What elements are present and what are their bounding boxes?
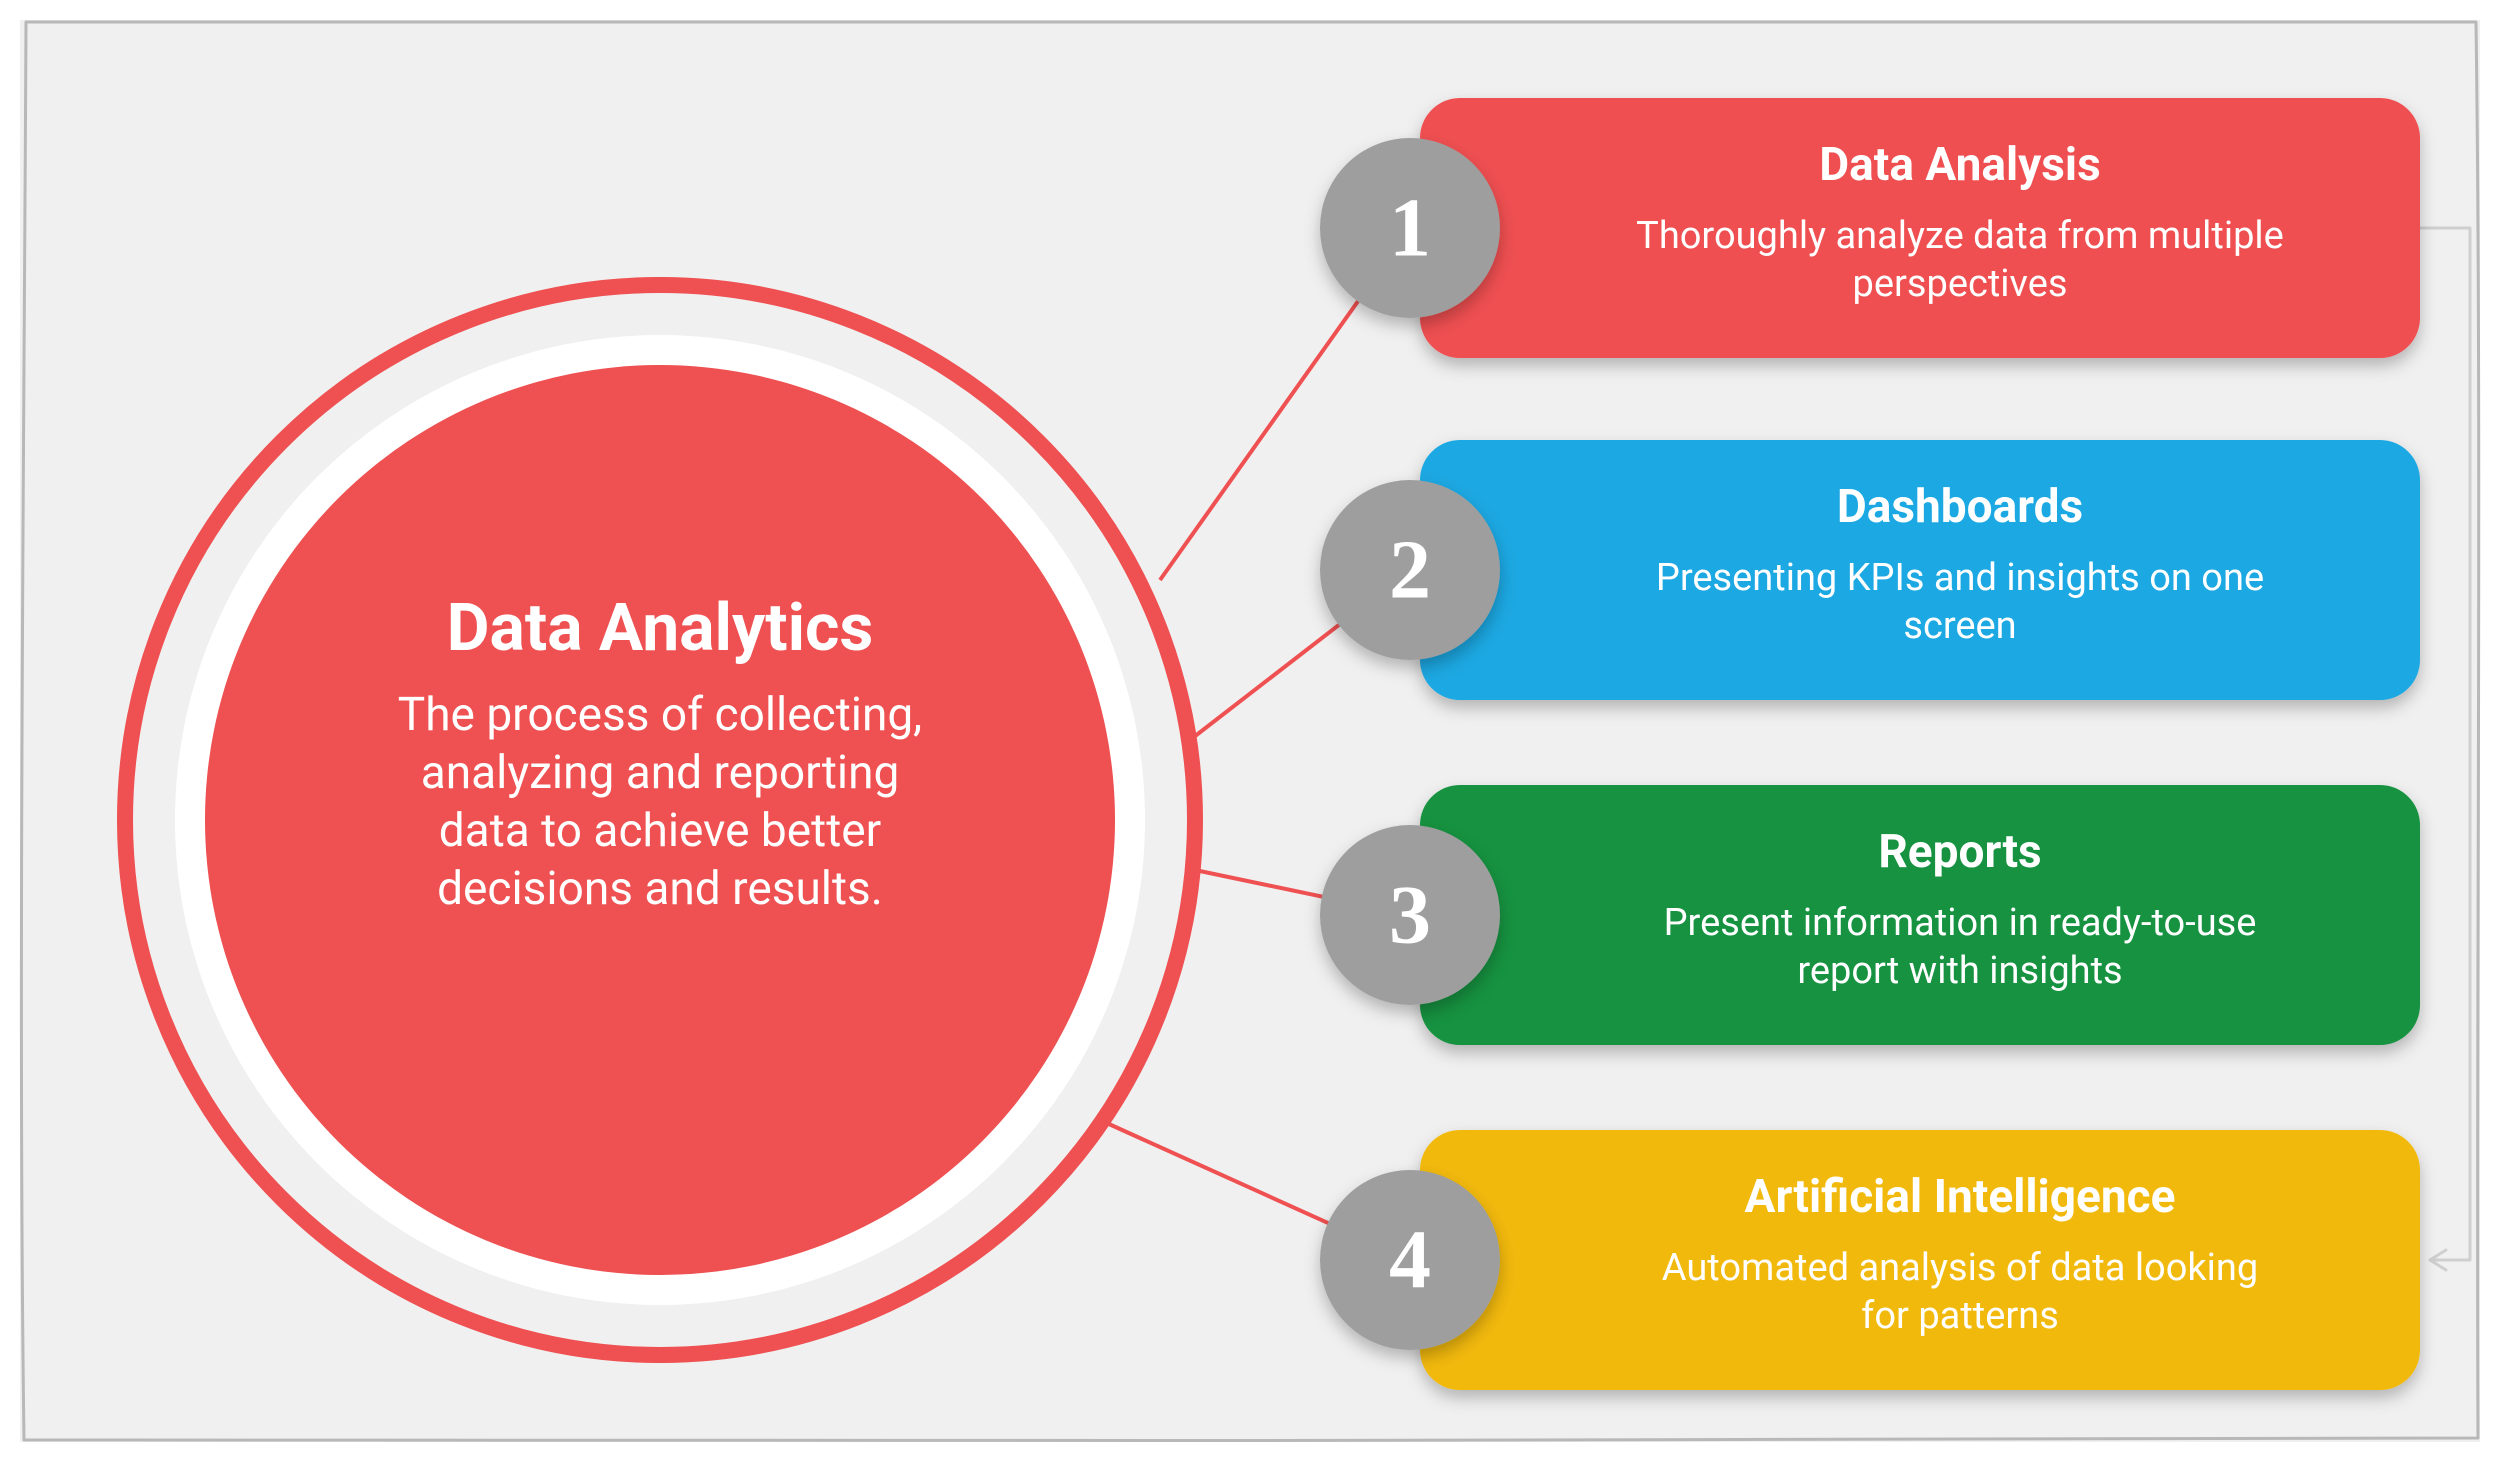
item-card-4: Artificial IntelligenceAutomated analysi… <box>1320 1130 2420 1390</box>
center-title: Data Analytics <box>447 590 874 667</box>
infographic-container: Data AnalyticsThe process of collecting,… <box>0 0 2500 1462</box>
card-title-4: Artificial Intelligence <box>1745 1170 2176 1224</box>
number-badge-text-1: 1 <box>1389 182 1431 275</box>
item-card-3: ReportsPresent information in ready-to-u… <box>1320 785 2420 1045</box>
item-card-2: DashboardsPresenting KPIs and insights o… <box>1320 440 2420 700</box>
center-circle: Data AnalyticsThe process of collecting,… <box>125 285 1195 1355</box>
number-badge-text-2: 2 <box>1389 524 1431 617</box>
infographic-svg: Data AnalyticsThe process of collecting,… <box>0 0 2500 1462</box>
number-badge-text-3: 3 <box>1389 869 1431 962</box>
card-title-3: Reports <box>1878 825 2041 879</box>
item-card-1: Data AnalysisThoroughly analyze data fro… <box>1320 98 2420 358</box>
number-badge-text-4: 4 <box>1389 1214 1431 1307</box>
card-title-2: Dashboards <box>1837 480 2083 534</box>
card-title-1: Data Analysis <box>1819 138 2100 192</box>
